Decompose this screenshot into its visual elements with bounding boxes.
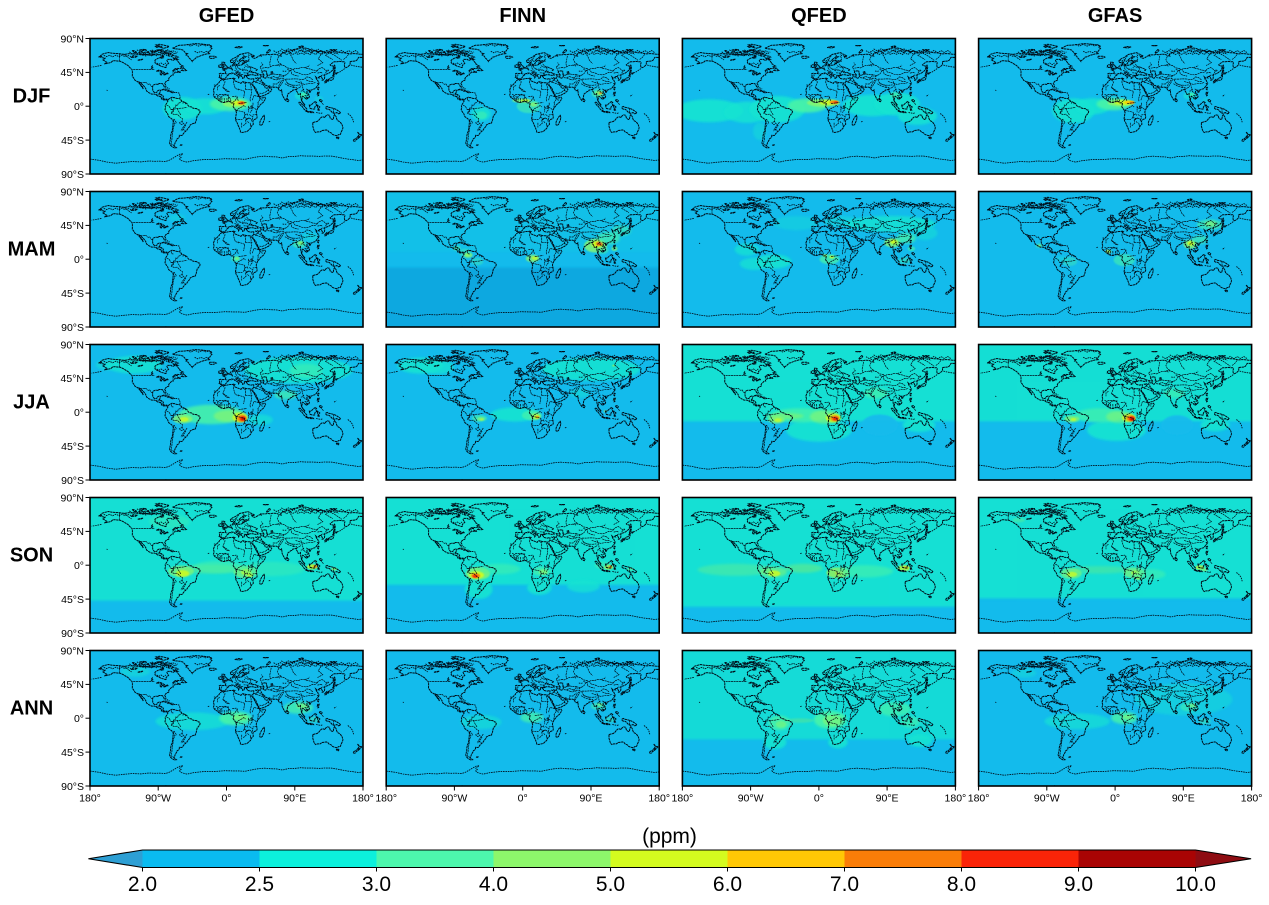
svg-text:45°S: 45°S [61,135,84,147]
svg-text:2.0: 2.0 [128,873,157,896]
svg-text:4.0: 4.0 [479,873,508,896]
svg-text:90°S: 90°S [61,628,84,640]
svg-text:0°: 0° [518,793,528,805]
svg-text:90°S: 90°S [61,169,84,181]
svg-text:180°: 180° [672,793,694,805]
svg-text:45°S: 45°S [61,288,84,300]
svg-text:DJF: DJF [13,86,51,108]
svg-text:2.5: 2.5 [245,873,274,896]
svg-text:90°W: 90°W [442,793,468,805]
svg-text:3.0: 3.0 [362,873,391,896]
svg-text:45°N: 45°N [61,373,84,385]
svg-text:45°N: 45°N [61,679,84,691]
svg-text:JJA: JJA [13,392,50,414]
svg-text:6.0: 6.0 [713,873,742,896]
svg-text:ANN: ANN [10,698,53,720]
svg-text:90°E: 90°E [876,793,899,805]
svg-text:45°S: 45°S [61,441,84,453]
svg-text:45°S: 45°S [61,594,84,606]
svg-text:7.0: 7.0 [830,873,859,896]
svg-text:45°N: 45°N [61,526,84,538]
svg-text:0°: 0° [74,560,84,572]
svg-text:45°N: 45°N [61,220,84,232]
svg-text:GFED: GFED [199,5,255,27]
svg-text:MAM: MAM [8,239,56,261]
svg-text:QFED: QFED [791,5,847,27]
svg-text:90°E: 90°E [1172,793,1195,805]
svg-text:90°N: 90°N [61,33,84,45]
svg-text:90°S: 90°S [61,475,84,487]
svg-text:90°W: 90°W [1034,793,1060,805]
svg-text:180°: 180° [375,793,397,805]
svg-text:180°: 180° [1241,793,1263,805]
svg-text:0°: 0° [814,793,824,805]
svg-text:90°N: 90°N [61,186,84,198]
svg-text:GFAS: GFAS [1088,5,1142,27]
svg-text:90°S: 90°S [61,781,84,793]
svg-text:180°: 180° [79,793,101,805]
svg-text:0°: 0° [1110,793,1120,805]
svg-text:FINN: FINN [499,5,546,27]
svg-text:90°W: 90°W [738,793,764,805]
svg-text:0°: 0° [221,793,231,805]
svg-text:180°: 180° [648,793,670,805]
svg-text:0°: 0° [74,407,84,419]
svg-text:90°S: 90°S [61,322,84,334]
svg-text:(ppm): (ppm) [642,825,697,848]
svg-text:90°N: 90°N [61,339,84,351]
svg-text:90°N: 90°N [61,492,84,504]
svg-text:180°: 180° [945,793,967,805]
svg-text:0°: 0° [74,254,84,266]
svg-text:90°E: 90°E [283,793,306,805]
svg-text:0°: 0° [74,713,84,725]
svg-text:90°W: 90°W [145,793,171,805]
svg-text:90°E: 90°E [580,793,603,805]
svg-text:10.0: 10.0 [1175,873,1216,896]
svg-text:5.0: 5.0 [596,873,625,896]
svg-text:45°N: 45°N [61,67,84,79]
svg-text:45°S: 45°S [61,747,84,759]
svg-text:180°: 180° [352,793,374,805]
svg-text:9.0: 9.0 [1064,873,1093,896]
svg-text:8.0: 8.0 [947,873,976,896]
svg-text:SON: SON [10,545,53,567]
svg-text:90°N: 90°N [61,645,84,657]
svg-text:0°: 0° [74,101,84,113]
svg-text:180°: 180° [968,793,990,805]
